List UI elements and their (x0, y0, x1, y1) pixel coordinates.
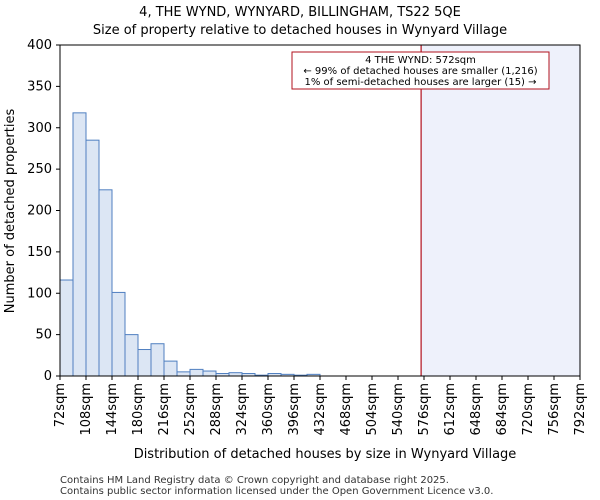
plot-area: 0 50 100 150 200 250 300 350 400 72sqm 108sqm 144sq… (27, 38, 588, 436)
x-tick-label: 432sqm (313, 383, 328, 436)
x-tick-label: 396sqm (287, 383, 302, 436)
histogram-bar (202, 370, 217, 377)
x-tick-label: 576sqm (417, 383, 432, 436)
x-tick-label: 792sqm (573, 383, 588, 436)
y-tick-label: 200 (27, 204, 52, 219)
x-tick-label: 540sqm (391, 383, 406, 436)
y-tick-label: 150 (27, 245, 52, 260)
x-tick-label: 108sqm (79, 383, 94, 436)
annotation-smaller: ← 99% of detached houses are smaller (1,… (303, 66, 537, 77)
x-tick-label: 72sqm (53, 383, 68, 427)
histogram-bar (98, 189, 113, 377)
y-axis-label: Number of detached properties (3, 109, 18, 314)
x-tick-label: 216sqm (157, 383, 172, 436)
x-tick-label: 684sqm (495, 383, 510, 436)
histogram-bar (124, 334, 139, 377)
x-tick-label: 468sqm (339, 383, 354, 436)
x-tick-label: 612sqm (443, 383, 458, 436)
x-tick-label: 324sqm (235, 383, 250, 436)
chart-title: 4, THE WYND, WYNYARD, BILLINGHAM, TS22 5… (139, 5, 461, 20)
histogram-bar (137, 349, 152, 377)
highlight-region (421, 45, 580, 376)
x-tick-label: 648sqm (469, 383, 484, 436)
y-tick-label: 350 (27, 79, 52, 94)
x-axis-label: Distribution of detached houses by size … (134, 447, 517, 462)
y-tick-label: 50 (35, 328, 52, 343)
x-tick-label: 360sqm (261, 383, 276, 436)
y-tick-label: 400 (27, 38, 52, 53)
chart-subtitle: Size of property relative to detached ho… (93, 23, 507, 38)
y-tick-label: 0 (44, 369, 52, 384)
x-tick-label: 720sqm (521, 383, 536, 436)
y-tick-label: 300 (27, 121, 52, 136)
annotation-title: 4 THE WYND: 572sqm (365, 55, 476, 66)
footer-copyright: Contains HM Land Registry data © Crown c… (60, 475, 449, 486)
y-tick-label: 250 (27, 162, 52, 177)
x-tick-label: 504sqm (365, 383, 380, 436)
histogram-bar (189, 368, 204, 377)
annotation-larger: 1% of semi-detached houses are larger (1… (304, 77, 536, 88)
x-tick-label: 252sqm (183, 383, 198, 436)
annotation-box (291, 51, 550, 90)
histogram-bar (111, 291, 126, 377)
histogram-bar (163, 360, 178, 377)
footer-licence: Contains public sector information licen… (60, 486, 493, 497)
x-tick-label: 756sqm (547, 383, 562, 436)
x-tick-label: 144sqm (105, 383, 120, 436)
histogram-bar (150, 343, 165, 377)
x-tick-label: 288sqm (209, 383, 224, 436)
histogram-bar (72, 112, 87, 377)
histogram-bar (59, 279, 74, 377)
histogram-bar (176, 371, 191, 377)
x-tick-label: 180sqm (131, 383, 146, 436)
y-tick-label: 100 (27, 286, 52, 301)
histogram-bar (85, 139, 100, 377)
